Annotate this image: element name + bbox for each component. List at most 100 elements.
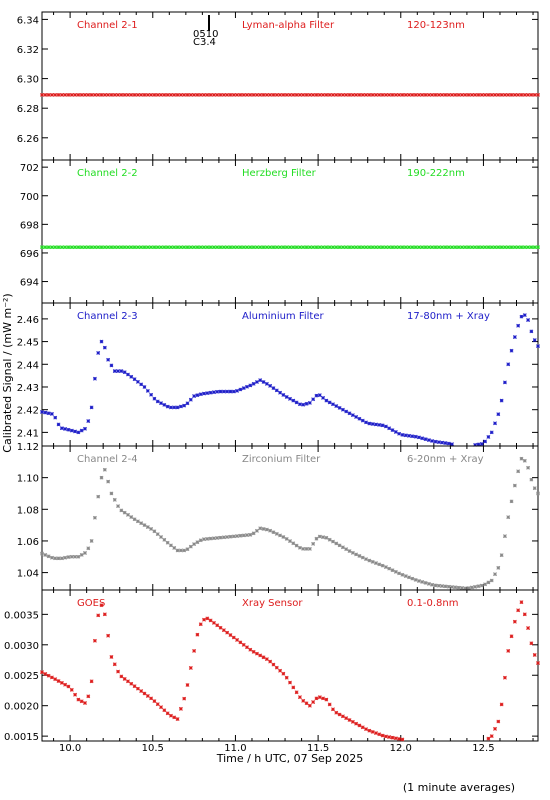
data-point bbox=[102, 467, 107, 472]
data-point bbox=[298, 245, 302, 250]
data-point bbox=[83, 701, 87, 705]
data-point bbox=[195, 393, 200, 398]
data-point bbox=[278, 668, 282, 673]
y-tick-label: 2.44 bbox=[17, 360, 39, 371]
data-point bbox=[225, 535, 230, 539]
data-point bbox=[162, 245, 167, 250]
data-point bbox=[354, 415, 359, 419]
data-point bbox=[59, 556, 64, 561]
data-point bbox=[198, 622, 203, 627]
data-point bbox=[350, 413, 355, 418]
data-point bbox=[231, 635, 236, 640]
data-point bbox=[486, 92, 491, 97]
data-point bbox=[53, 92, 58, 97]
data-point bbox=[274, 92, 279, 97]
data-point bbox=[314, 536, 319, 541]
data-point bbox=[499, 553, 504, 558]
data-point bbox=[155, 702, 160, 707]
data-point bbox=[178, 245, 183, 250]
data-point bbox=[228, 389, 233, 394]
data-point bbox=[288, 680, 292, 685]
data-point bbox=[483, 92, 488, 97]
data-point bbox=[89, 539, 94, 543]
data-point bbox=[522, 458, 527, 463]
data-point bbox=[53, 415, 58, 420]
data-point bbox=[126, 679, 130, 684]
data-point bbox=[169, 245, 173, 250]
data-point bbox=[446, 92, 451, 97]
data-point bbox=[317, 695, 322, 700]
data-point bbox=[512, 245, 517, 250]
data-point bbox=[235, 92, 240, 97]
data-point bbox=[69, 245, 74, 250]
data-point bbox=[354, 552, 359, 557]
data-point bbox=[334, 710, 339, 715]
data-point bbox=[360, 92, 365, 97]
y-tick-label: 698 bbox=[20, 220, 39, 231]
panel-1: 6.26 6.28 6.30 6.32 6.34 Channel 2-1 Lyman-alp… bbox=[17, 11, 540, 161]
data-point bbox=[288, 92, 292, 97]
data-point bbox=[165, 92, 170, 97]
data-point bbox=[426, 92, 431, 97]
data-point bbox=[417, 435, 421, 440]
data-point bbox=[443, 245, 448, 250]
data-point bbox=[248, 92, 253, 97]
data-point bbox=[56, 245, 61, 250]
band-label: 17-80nm + Xray bbox=[407, 311, 490, 322]
data-point bbox=[172, 92, 177, 97]
data-point bbox=[73, 245, 77, 250]
data-point bbox=[436, 92, 441, 97]
data-point bbox=[102, 345, 107, 350]
data-point bbox=[526, 245, 530, 250]
data-point bbox=[380, 563, 385, 568]
data-point bbox=[116, 92, 120, 97]
data-point bbox=[255, 245, 259, 250]
data-point bbox=[245, 245, 249, 250]
data-point bbox=[126, 372, 130, 377]
data-point bbox=[122, 510, 127, 515]
data-point bbox=[63, 245, 68, 250]
data-point bbox=[331, 402, 335, 407]
data-point bbox=[380, 733, 385, 738]
data-point bbox=[79, 428, 84, 433]
data-point bbox=[443, 441, 448, 445]
data-point bbox=[59, 680, 64, 685]
channel-label: Channel 2-3 bbox=[77, 311, 138, 322]
data-point bbox=[307, 400, 312, 405]
data-point bbox=[301, 402, 306, 407]
data-point bbox=[473, 584, 478, 589]
data-point bbox=[278, 533, 282, 538]
data-point bbox=[225, 92, 230, 97]
data-point bbox=[159, 245, 163, 250]
data-point bbox=[298, 545, 302, 550]
data-point bbox=[446, 584, 451, 589]
data-point bbox=[202, 617, 206, 622]
data-point bbox=[56, 556, 61, 561]
data-point bbox=[397, 736, 402, 741]
data-point bbox=[483, 439, 488, 444]
data-point bbox=[92, 515, 97, 520]
data-point bbox=[350, 245, 355, 250]
data-point bbox=[119, 369, 124, 374]
data-point bbox=[374, 92, 378, 97]
data-point bbox=[268, 245, 273, 250]
data-point bbox=[109, 92, 114, 97]
data-point bbox=[225, 630, 230, 635]
y-tick-label: 0.0025 bbox=[4, 671, 39, 682]
data-point bbox=[506, 92, 511, 97]
data-point bbox=[512, 619, 517, 624]
data-point bbox=[245, 645, 249, 650]
data-point bbox=[354, 721, 359, 726]
data-point bbox=[466, 245, 471, 250]
panel-2: 694 696 698 700 702 Channel 2-2 Herzberg Filte… bbox=[20, 159, 540, 304]
data-point bbox=[324, 245, 329, 250]
data-point bbox=[526, 92, 530, 97]
data-point bbox=[53, 245, 58, 250]
data-point bbox=[195, 540, 200, 545]
data-point bbox=[231, 534, 236, 539]
data-point bbox=[311, 700, 316, 704]
data-point bbox=[76, 245, 81, 250]
data-point bbox=[212, 245, 216, 250]
data-point bbox=[311, 92, 316, 97]
data-point bbox=[334, 245, 339, 250]
